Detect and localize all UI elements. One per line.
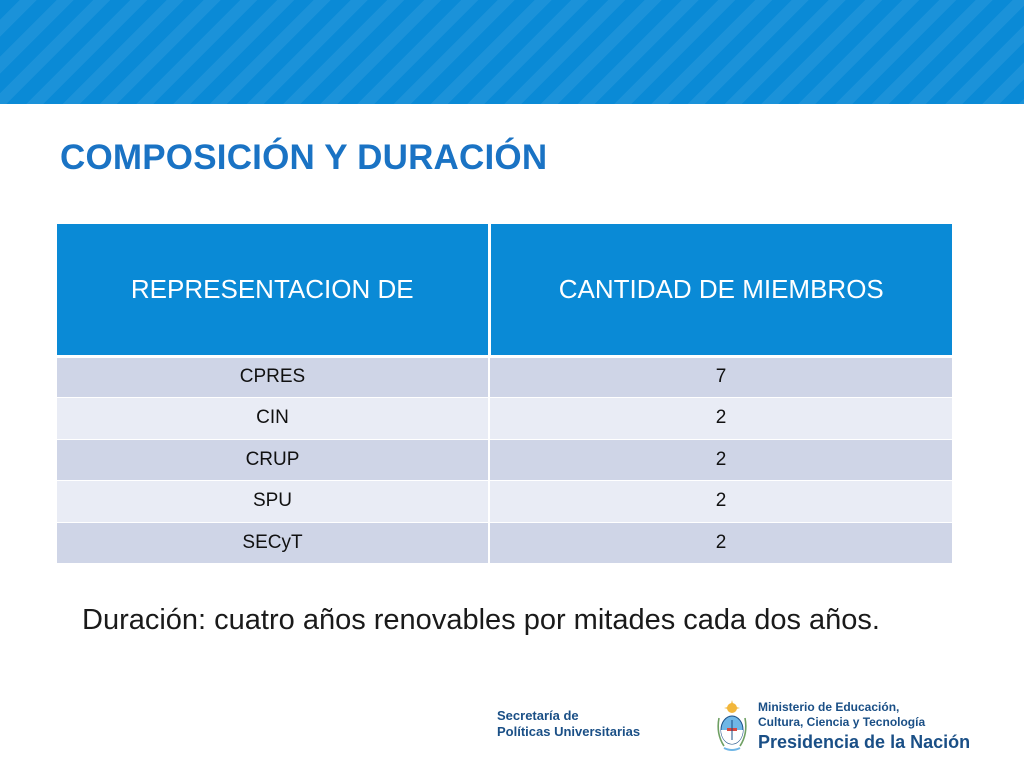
secretaria-line1: Secretaría de bbox=[497, 708, 579, 723]
ministerio-line3: Presidencia de la Nación bbox=[758, 732, 971, 752]
cell-representacion: CRUP bbox=[57, 439, 490, 481]
table-header-row: REPRESENTACION DE CANTIDAD DE MIEMBROS bbox=[57, 224, 952, 356]
cell-cantidad: 2 bbox=[489, 439, 952, 481]
cell-cantidad: 2 bbox=[489, 397, 952, 440]
secretaria-line2: Políticas Universitarias bbox=[497, 724, 641, 739]
cell-representacion: CPRES bbox=[57, 356, 490, 398]
table-row: CPRES 7 bbox=[57, 356, 952, 398]
slide-title: COMPOSICIÓN Y DURACIÓN bbox=[60, 138, 548, 177]
members-table: REPRESENTACION DE CANTIDAD DE MIEMBROS C… bbox=[57, 224, 952, 564]
header-cantidad: CANTIDAD DE MIEMBROS bbox=[489, 224, 952, 356]
table-row: CRUP 2 bbox=[57, 439, 952, 481]
header-representacion: REPRESENTACION DE bbox=[57, 224, 491, 356]
ministerio-line2: Cultura, Ciencia y Tecnología bbox=[758, 715, 926, 729]
header-band bbox=[0, 0, 1024, 104]
cell-cantidad: 7 bbox=[489, 356, 952, 398]
cell-cantidad: 2 bbox=[489, 522, 952, 564]
ministerio-logo: Ministerio de Educación, Cultura, Cienci… bbox=[758, 700, 970, 753]
duration-note: Duración: cuatro años renovables por mit… bbox=[82, 604, 880, 636]
secretaria-logo: Secretaría de Políticas Universitarias bbox=[497, 708, 640, 740]
ministerio-line1: Ministerio de Educación, bbox=[758, 700, 900, 714]
cell-representacion: SECyT bbox=[57, 522, 490, 564]
cell-cantidad: 2 bbox=[489, 480, 952, 523]
table-row: CIN 2 bbox=[57, 397, 952, 440]
table-row: SECyT 2 bbox=[57, 522, 952, 564]
cell-representacion: SPU bbox=[57, 480, 490, 523]
argentina-coat-of-arms-icon bbox=[717, 700, 747, 751]
table-row: SPU 2 bbox=[57, 480, 952, 523]
cell-representacion: CIN bbox=[57, 397, 490, 440]
